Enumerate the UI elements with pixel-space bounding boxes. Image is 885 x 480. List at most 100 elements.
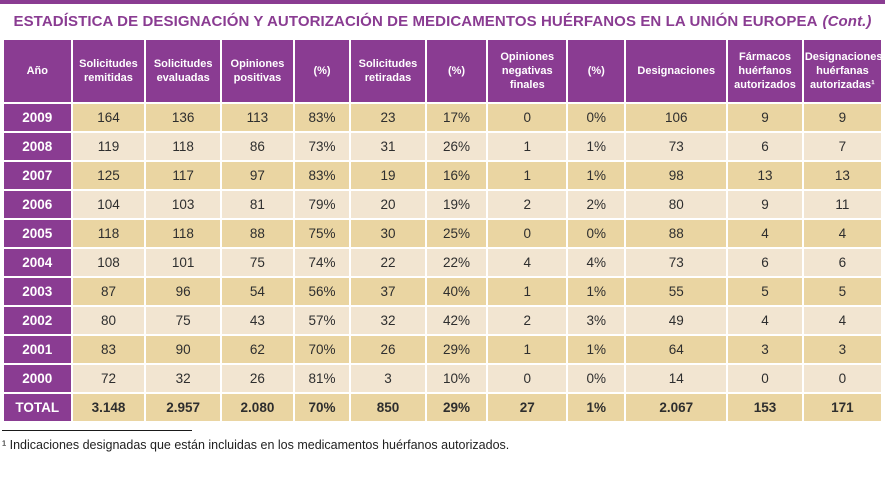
- header-cell: Designaciones huérfanas autorizadas¹: [801, 38, 884, 104]
- data-cell: 80: [70, 305, 147, 336]
- data-cell: 30: [349, 218, 427, 249]
- data-cell: 1: [486, 276, 569, 307]
- data-cell: 74%: [292, 247, 352, 278]
- data-cell: 22%: [424, 247, 489, 278]
- header-cell: Opiniones negativas finales: [486, 38, 569, 104]
- data-cell: 81%: [292, 363, 352, 394]
- data-cell: 73: [624, 247, 729, 278]
- header-cell: Opiniones positivas: [219, 38, 295, 104]
- data-cell: 86: [219, 131, 295, 162]
- year-cell: 2009: [2, 102, 73, 133]
- data-cell: 88: [219, 218, 295, 249]
- data-cell: 20: [349, 189, 427, 220]
- data-cell: 43: [219, 305, 295, 336]
- year-cell: 2002: [2, 305, 73, 336]
- year-cell: 2003: [2, 276, 73, 307]
- data-cell: 0%: [566, 218, 627, 249]
- total-row: TOTAL 3.148 2.957 2.080 70% 850 29% 27 1% 2.067 15…: [2, 392, 884, 423]
- data-cell: 87: [70, 276, 147, 307]
- data-cell: 49: [624, 305, 729, 336]
- data-cell: 9: [726, 189, 804, 220]
- header-cell: (%): [566, 38, 627, 104]
- table-row: 2003 87 96 54 56% 37 40% 1 1% 55 5 5: [2, 276, 884, 307]
- data-cell: 117: [144, 160, 222, 191]
- header-cell: (%): [424, 38, 489, 104]
- data-cell: 31: [349, 131, 427, 162]
- total-label-cell: TOTAL: [2, 392, 73, 423]
- table-row: 2000 72 32 26 81% 3 10% 0 0% 14 0 0: [2, 363, 884, 394]
- footnote: ¹ Indicaciones designadas que están incl…: [2, 438, 510, 452]
- data-cell: 6: [726, 247, 804, 278]
- data-cell: 79%: [292, 189, 352, 220]
- data-cell: 81: [219, 189, 295, 220]
- data-cell: 83: [70, 334, 147, 365]
- data-cell: 1: [486, 131, 569, 162]
- data-cell: 37: [349, 276, 427, 307]
- data-cell: 0%: [566, 363, 627, 394]
- top-accent-bar: [0, 0, 885, 4]
- header-cell: Fármacos huérfanos autorizados: [726, 38, 804, 104]
- total-data-cell: 70%: [292, 392, 352, 423]
- data-cell: 9: [726, 102, 804, 133]
- data-cell: 104: [70, 189, 147, 220]
- page-title-cont: (Cont.): [822, 12, 872, 30]
- page-title-text: ESTADÍSTICA DE DESIGNACIÓN Y AUTORIZACIÓ…: [13, 12, 818, 30]
- data-cell: 0: [486, 218, 569, 249]
- table-row: 2005 118 118 88 75% 30 25% 0 0% 88 4 4: [2, 218, 884, 249]
- total-data-cell: 1%: [566, 392, 627, 423]
- data-cell: 96: [144, 276, 222, 307]
- data-cell: 57%: [292, 305, 352, 336]
- total-data-cell: 850: [349, 392, 427, 423]
- table-body: 2009 164 136 113 83% 23 17% 0 0% 106 9 9 2008 119 118 8…: [2, 102, 884, 423]
- data-cell: 90: [144, 334, 222, 365]
- data-cell: 83%: [292, 102, 352, 133]
- total-data-cell: 29%: [424, 392, 489, 423]
- data-cell: 0: [726, 363, 804, 394]
- data-cell: 75%: [292, 218, 352, 249]
- data-cell: 2: [486, 305, 569, 336]
- data-cell: 4%: [566, 247, 627, 278]
- data-cell: 2: [486, 189, 569, 220]
- year-cell: 2005: [2, 218, 73, 249]
- data-cell: 1%: [566, 334, 627, 365]
- data-cell: 3: [726, 334, 804, 365]
- header-cell: (%): [292, 38, 352, 104]
- data-cell: 5: [726, 276, 804, 307]
- data-cell: 80: [624, 189, 729, 220]
- data-cell: 16%: [424, 160, 489, 191]
- total-data-cell: 3.148: [70, 392, 147, 423]
- data-cell: 4: [486, 247, 569, 278]
- header-cell: Solicitudes remitidas: [70, 38, 147, 104]
- table-row: 2004 108 101 75 74% 22 22% 4 4% 73 6 6: [2, 247, 884, 278]
- data-cell: 17%: [424, 102, 489, 133]
- header-cell: Designaciones: [624, 38, 729, 104]
- data-cell: 14: [624, 363, 729, 394]
- data-cell: 1%: [566, 131, 627, 162]
- data-cell: 10%: [424, 363, 489, 394]
- data-cell: 103: [144, 189, 222, 220]
- data-cell: 1: [486, 334, 569, 365]
- table-row: 2001 83 90 62 70% 26 29% 1 1% 64 3 3: [2, 334, 884, 365]
- total-data-cell: 171: [801, 392, 884, 423]
- data-cell: 101: [144, 247, 222, 278]
- data-cell: 11: [801, 189, 884, 220]
- data-cell: 6: [801, 247, 884, 278]
- page-title: ESTADÍSTICA DE DESIGNACIÓN Y AUTORIZACIÓ…: [13, 13, 871, 30]
- data-cell: 97: [219, 160, 295, 191]
- data-cell: 62: [219, 334, 295, 365]
- data-cell: 118: [144, 218, 222, 249]
- data-cell: 5: [801, 276, 884, 307]
- data-cell: 32: [349, 305, 427, 336]
- data-cell: 56%: [292, 276, 352, 307]
- data-cell: 3%: [566, 305, 627, 336]
- year-cell: 2008: [2, 131, 73, 162]
- data-cell: 1: [486, 160, 569, 191]
- table-row: 2007 125 117 97 83% 19 16% 1 1% 98 13 13: [2, 160, 884, 191]
- data-cell: 19%: [424, 189, 489, 220]
- data-cell: 4: [726, 218, 804, 249]
- data-cell: 164: [70, 102, 147, 133]
- data-cell: 108: [70, 247, 147, 278]
- data-cell: 54: [219, 276, 295, 307]
- data-cell: 26: [219, 363, 295, 394]
